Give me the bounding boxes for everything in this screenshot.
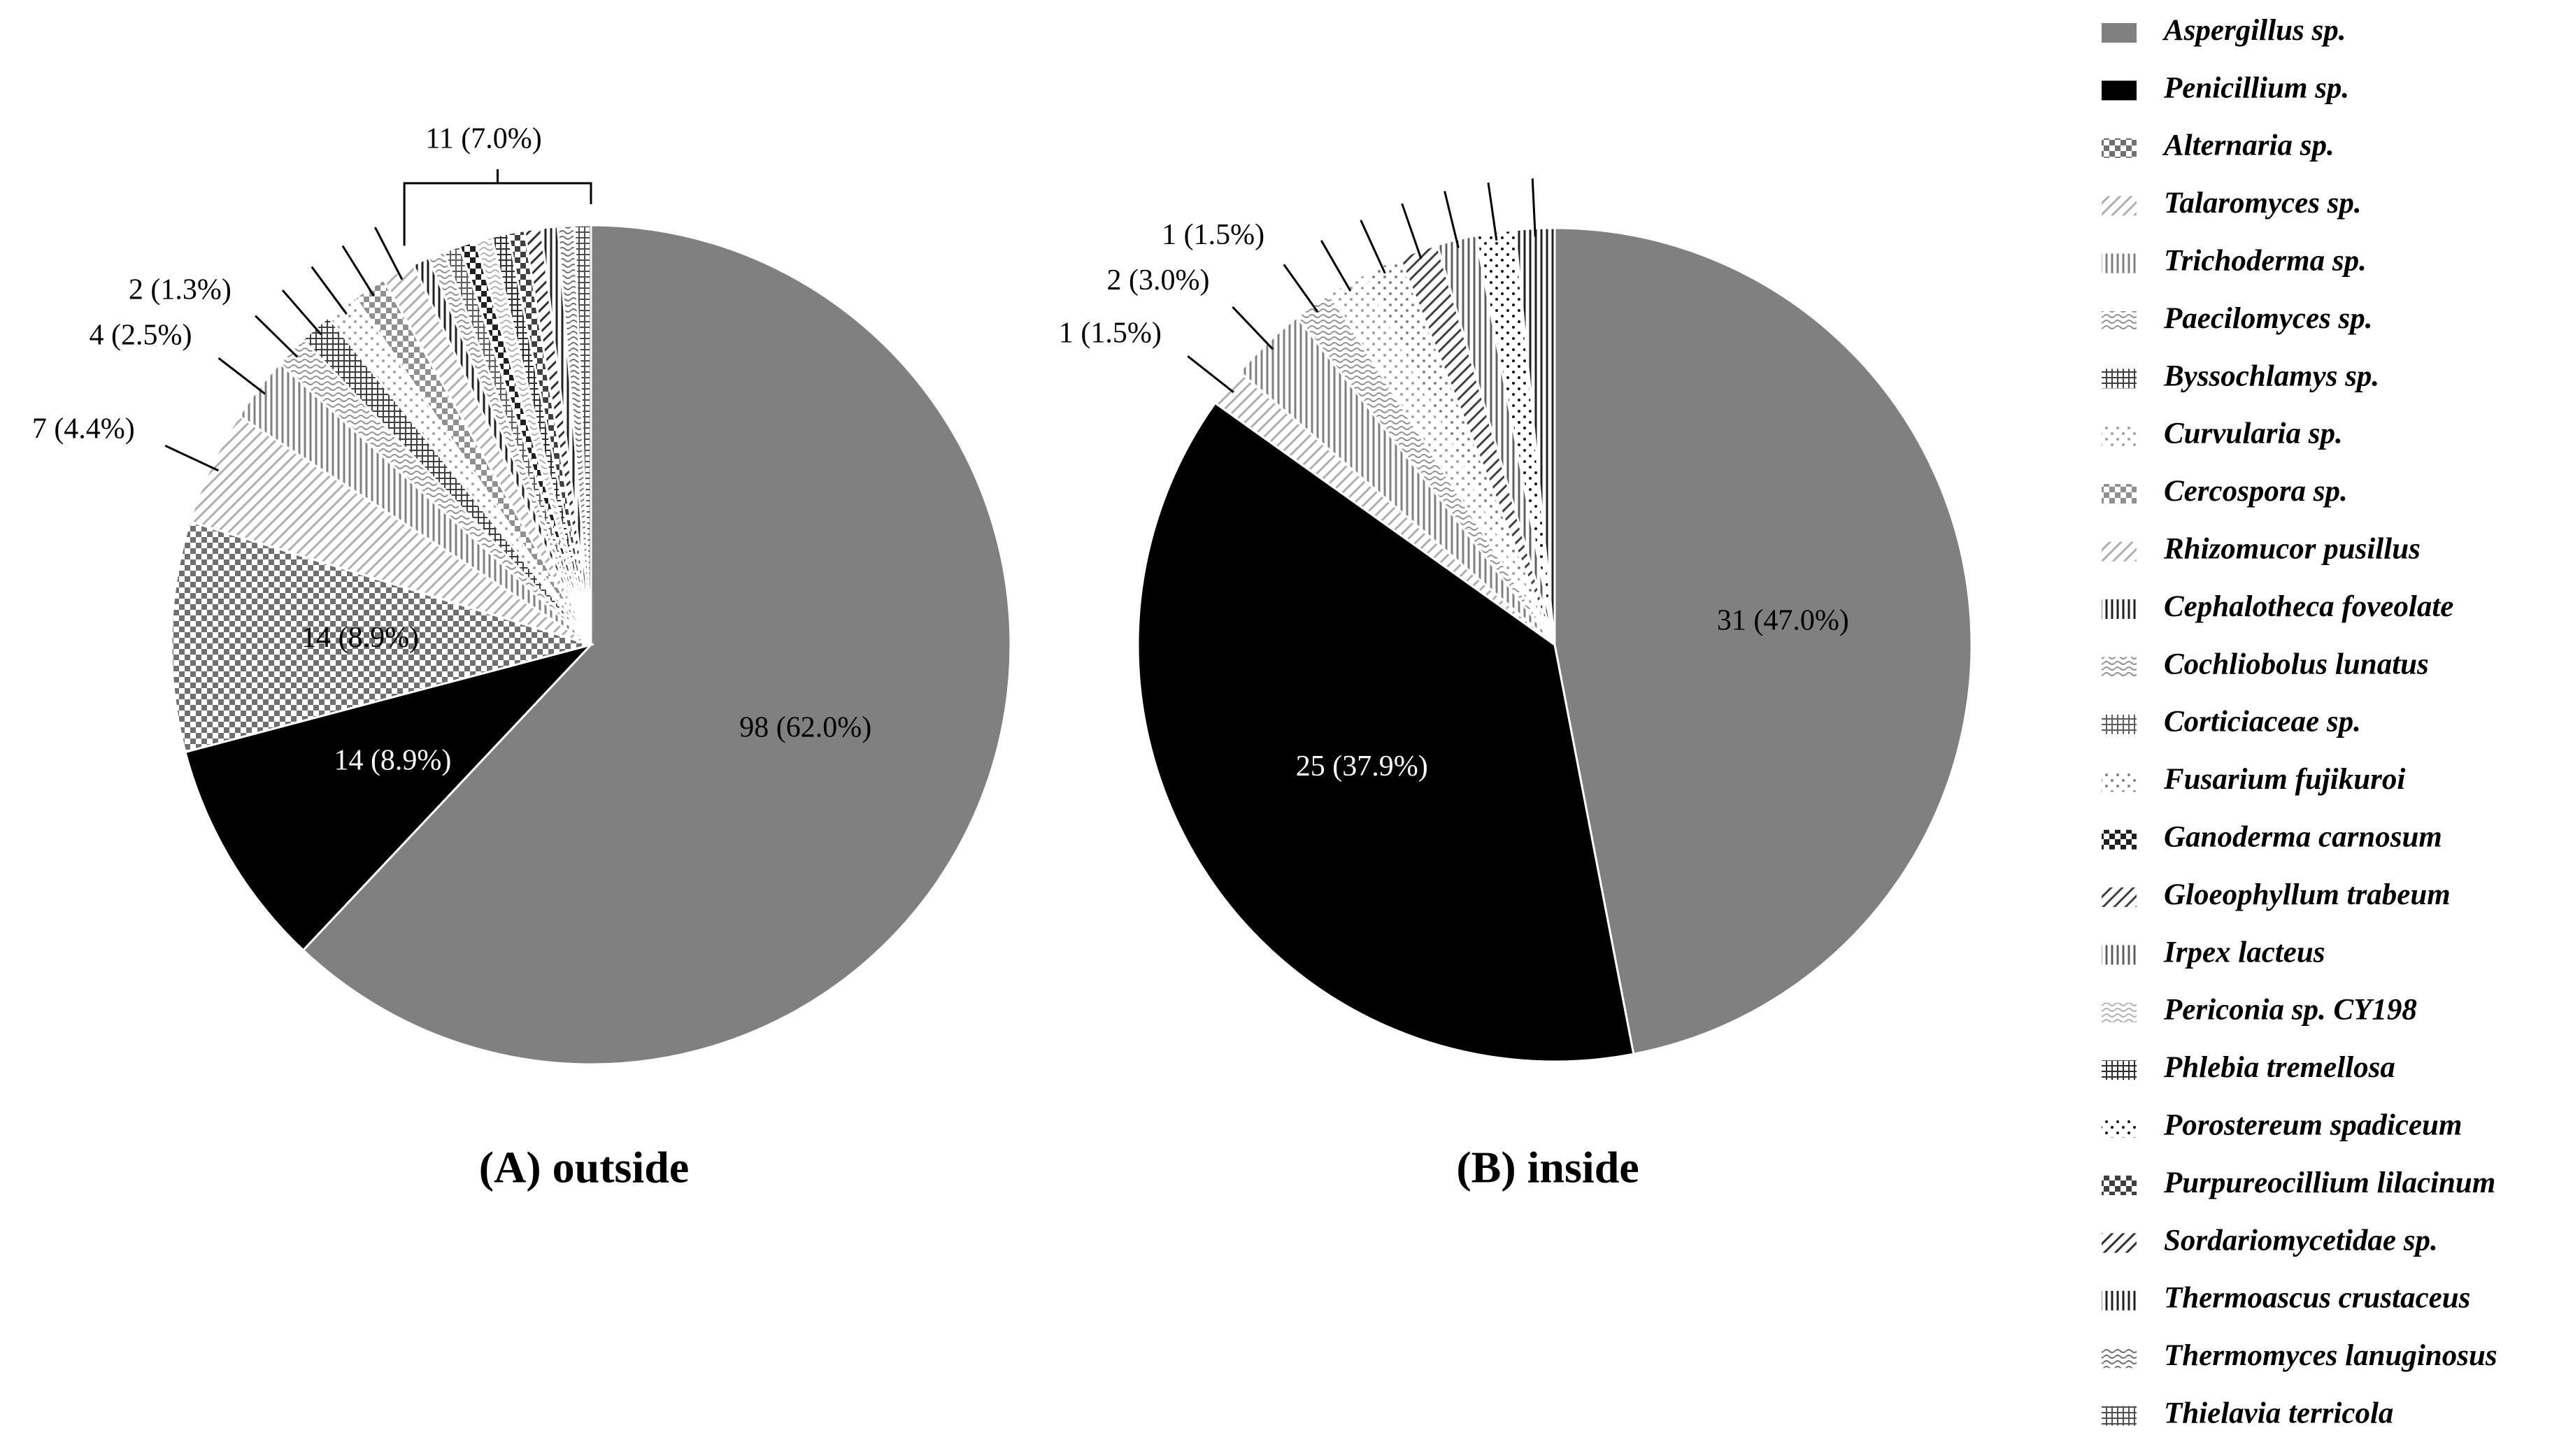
legend-swatch [2102,369,2137,389]
leader-line [1401,203,1423,259]
leader-line [1487,183,1498,241]
pie-slice [184,643,594,952]
legend-label: Ganoderma carnosum [2164,820,2442,853]
legend-swatch [2102,772,2137,792]
legend-swatch [2102,1060,2137,1080]
legend-swatch [2102,426,2137,446]
leader-line [255,315,299,358]
pie-slice [573,224,592,645]
legend-swatch [2102,23,2137,43]
data-label: 31 (47.0%) [1717,604,1849,636]
legend-swatch [2102,138,2137,158]
data-label: 25 (37.9%) [1296,750,1428,783]
legend-label: Talaromyces sp. [2164,187,2362,220]
legend-swatch [2102,311,2137,331]
leader-line [1320,240,1352,292]
legend-label: Alternaria sp. [2162,129,2335,162]
data-label: 14 (8.9%) [334,744,451,776]
legend-label: Corticiaceae sp. [2164,706,2361,738]
data-label: 2 (3.0%) [1106,264,1209,297]
legend-swatch [2102,1176,2137,1195]
legend-label: Irpex lacteus [2163,936,2325,969]
legend-swatch [2102,657,2137,677]
legend-swatch [2102,484,2137,504]
legend-label: Byssochlamys sp. [2163,359,2379,392]
leader-line [1187,355,1234,394]
legend-label: Thermomyces lanuginosus [2164,1339,2497,1372]
legend-label: Cercospora sp. [2164,475,2348,508]
legend-swatch [2102,714,2137,734]
data-label: 98 (62.0%) [739,711,871,743]
annotation-bracket [403,169,592,246]
leader-line [218,357,266,395]
chart-title: (B) inside [1456,1143,1639,1192]
legend-label: Thermoascus crustaceus [2164,1282,2470,1315]
legend-label: Fusarium fujikuroi [2163,763,2405,796]
pie-slice [301,224,1012,1066]
legend-swatch [2102,1348,2137,1369]
annotation: 11 (7.0%) [425,123,541,155]
legend-swatch [2102,887,2137,907]
data-label: 1 (1.5%) [1162,219,1264,251]
legend-swatch [2102,541,2137,562]
data-label: 1 (1.5%) [1059,317,1162,350]
legend-swatch [2102,599,2137,619]
legend-swatch [2102,253,2137,273]
legend-label: Periconia sp. CY198 [2163,994,2417,1027]
legend-label: Paecilomyces sp. [2163,302,2373,335]
legend-label: Gloeophyllum trabeum [2164,878,2451,911]
legend-swatch [2102,1233,2137,1253]
legend-label: Purpureocillium lilacinum [2163,1166,2495,1199]
leader-line [1531,178,1537,237]
legend-swatch [2102,80,2137,101]
legend-label: Cephalotheca foveolate [2164,590,2453,623]
leader-line [374,227,404,280]
legend-label: Rhizomucor pusillus [2163,532,2421,565]
pie-slice [170,520,595,754]
data-label: 4 (2.5%) [90,319,192,351]
legend-swatch [2102,196,2137,216]
leader-line [311,266,348,315]
legend-label: Penicillium sp. [2163,71,2349,104]
data-label: 7 (4.4%) [32,413,135,445]
leader-line [1232,306,1274,350]
legend-label: Cochliobolus lunatus [2164,648,2429,680]
legend-label: Phlebia tremellosa [2163,1051,2395,1084]
legend-label: Porostereum spadiceum [2163,1108,2462,1141]
chart-title: (A) outside [479,1143,689,1192]
legend-swatch [2102,829,2137,850]
leader-line [281,289,322,336]
legend-label: Sordariomycetidae sp. [2164,1224,2438,1257]
leader-line [341,245,375,297]
data-label: 2 (1.3%) [129,274,231,306]
legend-swatch [2102,1290,2137,1311]
pie-slice [1136,401,1635,1063]
legend-swatch [2102,1002,2137,1022]
legend-swatch [2102,945,2137,965]
leader-line [164,444,220,472]
legend-label: Thielavia terricola [2164,1397,2393,1429]
leader-line [1283,264,1319,313]
leader-line [1444,190,1460,248]
data-label: 14 (8.9%) [301,622,419,654]
legend-label: Aspergillus sp. [2162,14,2346,47]
legend-swatch [2102,1406,2137,1426]
legend-swatch [2102,1118,2137,1138]
legend-label: Trichoderma sp. [2164,244,2367,277]
legend-label: Curvularia sp. [2164,417,2343,450]
pie-slice [1553,227,1973,1055]
leader-line [1360,220,1386,274]
